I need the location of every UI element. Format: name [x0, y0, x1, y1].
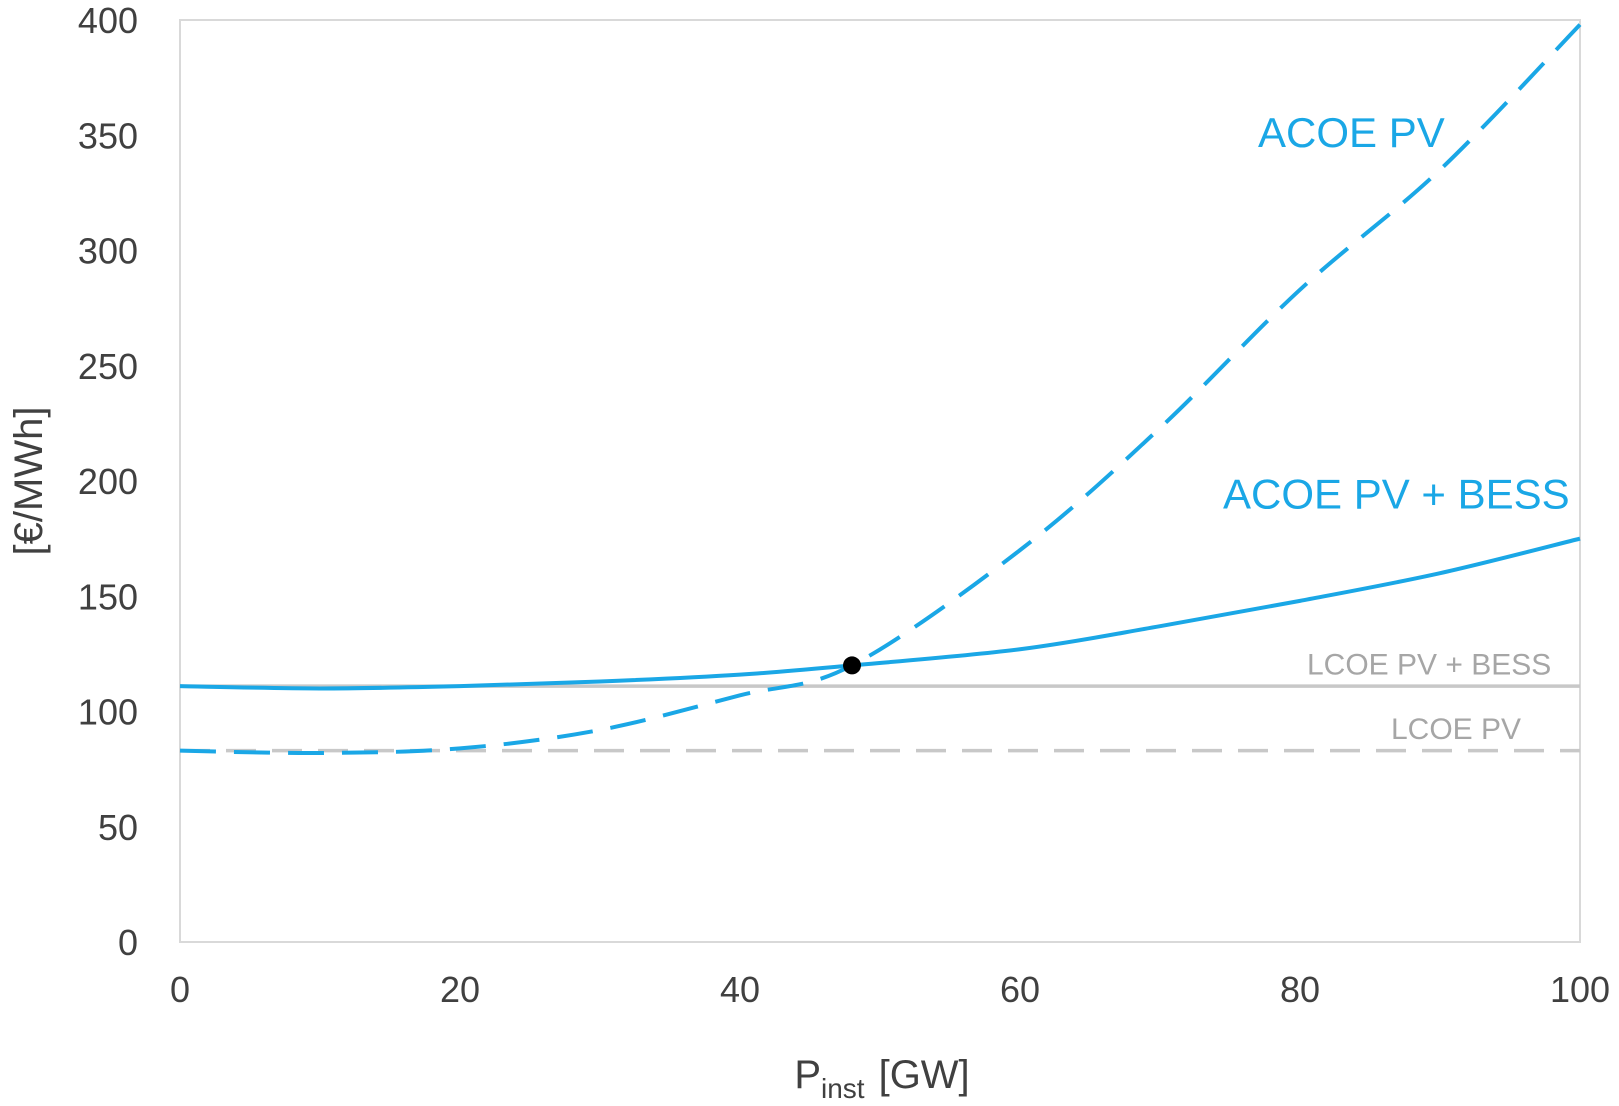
x-tick-labels: 0 20 40 60 80 100 — [170, 969, 1610, 1010]
y-tick-labels: 0 50 100 150 200 250 300 350 400 — [78, 0, 138, 963]
series-label: LCOE PV + BESS — [1307, 649, 1551, 682]
series-label: ACOE PV + BESS — [1223, 471, 1570, 518]
x-axis-title-unit: [GW] — [879, 1053, 970, 1097]
series-line-acoe-pv — [179, 23, 1582, 756]
plot-area — [179, 19, 1581, 943]
y-tick-label: 200 — [78, 461, 138, 502]
y-tick-label: 350 — [78, 115, 138, 156]
x-axis-title-sub: inst — [821, 1073, 865, 1104]
y-tick-label: 50 — [98, 807, 138, 848]
x-tick-label: 40 — [720, 969, 760, 1010]
x-tick-label: 0 — [170, 969, 190, 1010]
y-tick-label: 100 — [78, 692, 138, 733]
x-tick-label: 80 — [1280, 969, 1320, 1010]
y-tick-label: 0 — [118, 922, 138, 963]
x-tick-label: 20 — [440, 969, 480, 1010]
annotation-layer: ACOE PV ACOE PV + BESS LCOE PV + BESS LCOE … — [1223, 109, 1570, 746]
x-tick-label: 100 — [1550, 969, 1610, 1010]
series-label: ACOE PV — [1258, 109, 1445, 156]
y-tick-label: 300 — [78, 231, 138, 272]
intersection-marker — [843, 656, 861, 675]
y-tick-label: 250 — [78, 346, 138, 387]
series-label: LCOE PV — [1391, 713, 1521, 746]
x-axis-title-main: P — [794, 1053, 821, 1097]
series-layer — [179, 23, 1582, 756]
y-tick-label: 400 — [78, 0, 138, 41]
y-tick-label: 150 — [78, 576, 138, 617]
x-axis-title: Pinst [GW] — [794, 1053, 969, 1104]
y-axis-title: [€/MWh] — [7, 407, 51, 556]
x-tick-label: 60 — [1000, 969, 1040, 1010]
